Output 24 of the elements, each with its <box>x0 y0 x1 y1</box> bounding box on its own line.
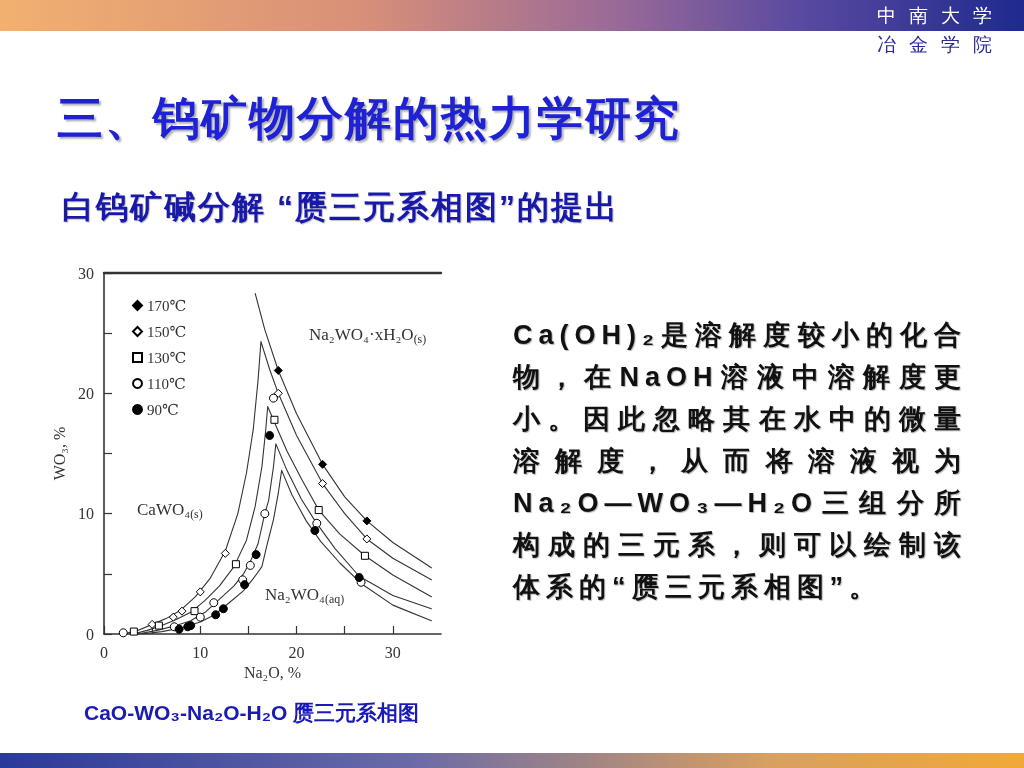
y-tick-label: 0 <box>86 625 94 643</box>
legend-label: 130℃ <box>147 349 187 366</box>
text: CaO-WO₃-Na₂O-H₂O 赝三元系相图 <box>84 700 420 726</box>
y-tick-label: 10 <box>78 505 94 523</box>
legend-label: 150℃ <box>147 323 187 340</box>
x-tick-label: 10 <box>192 643 209 661</box>
text: 冶金学院 <box>877 32 1005 57</box>
legend-label: 110℃ <box>147 375 186 392</box>
y-tick-label: 20 <box>78 384 94 402</box>
chart-subtitle: 白钨矿碱分解 “赝三元系相图”的提出 <box>62 188 619 227</box>
text: Ca(OH)₂是溶解度较小的化合物，在NaOH溶液中溶解度更小。因此忽略其在水中的微量溶解度，从而将溶液视为Na₂O—WO₃—H₂O三组分所构成的三元系，则可以绘制该体系的“赝三元系相图”。 <box>513 319 967 604</box>
x-axis-title: Na₂O, % <box>243 664 302 682</box>
annotation: Na₂WO₄$_{(aq)}$ <box>265 585 345 606</box>
annotation: CaWO₄$_{(s)}$ <box>137 500 203 521</box>
legend-label: 170℃ <box>147 297 187 314</box>
legend-label: 90℃ <box>147 401 179 418</box>
y-tick-label: 30 <box>78 264 94 282</box>
chart-title: 三、钨矿物分解的热力学研究 <box>57 90 681 147</box>
x-tick-label: 20 <box>288 643 305 661</box>
x-tick-label: 0 <box>100 643 108 661</box>
y-axis-title: WO₃, % <box>50 426 68 481</box>
text: 中南大学 <box>877 3 1005 28</box>
annotation: Na₂WO₄·xH₂O$_{(s)}$ <box>309 325 427 346</box>
x-tick-label: 30 <box>384 643 401 661</box>
